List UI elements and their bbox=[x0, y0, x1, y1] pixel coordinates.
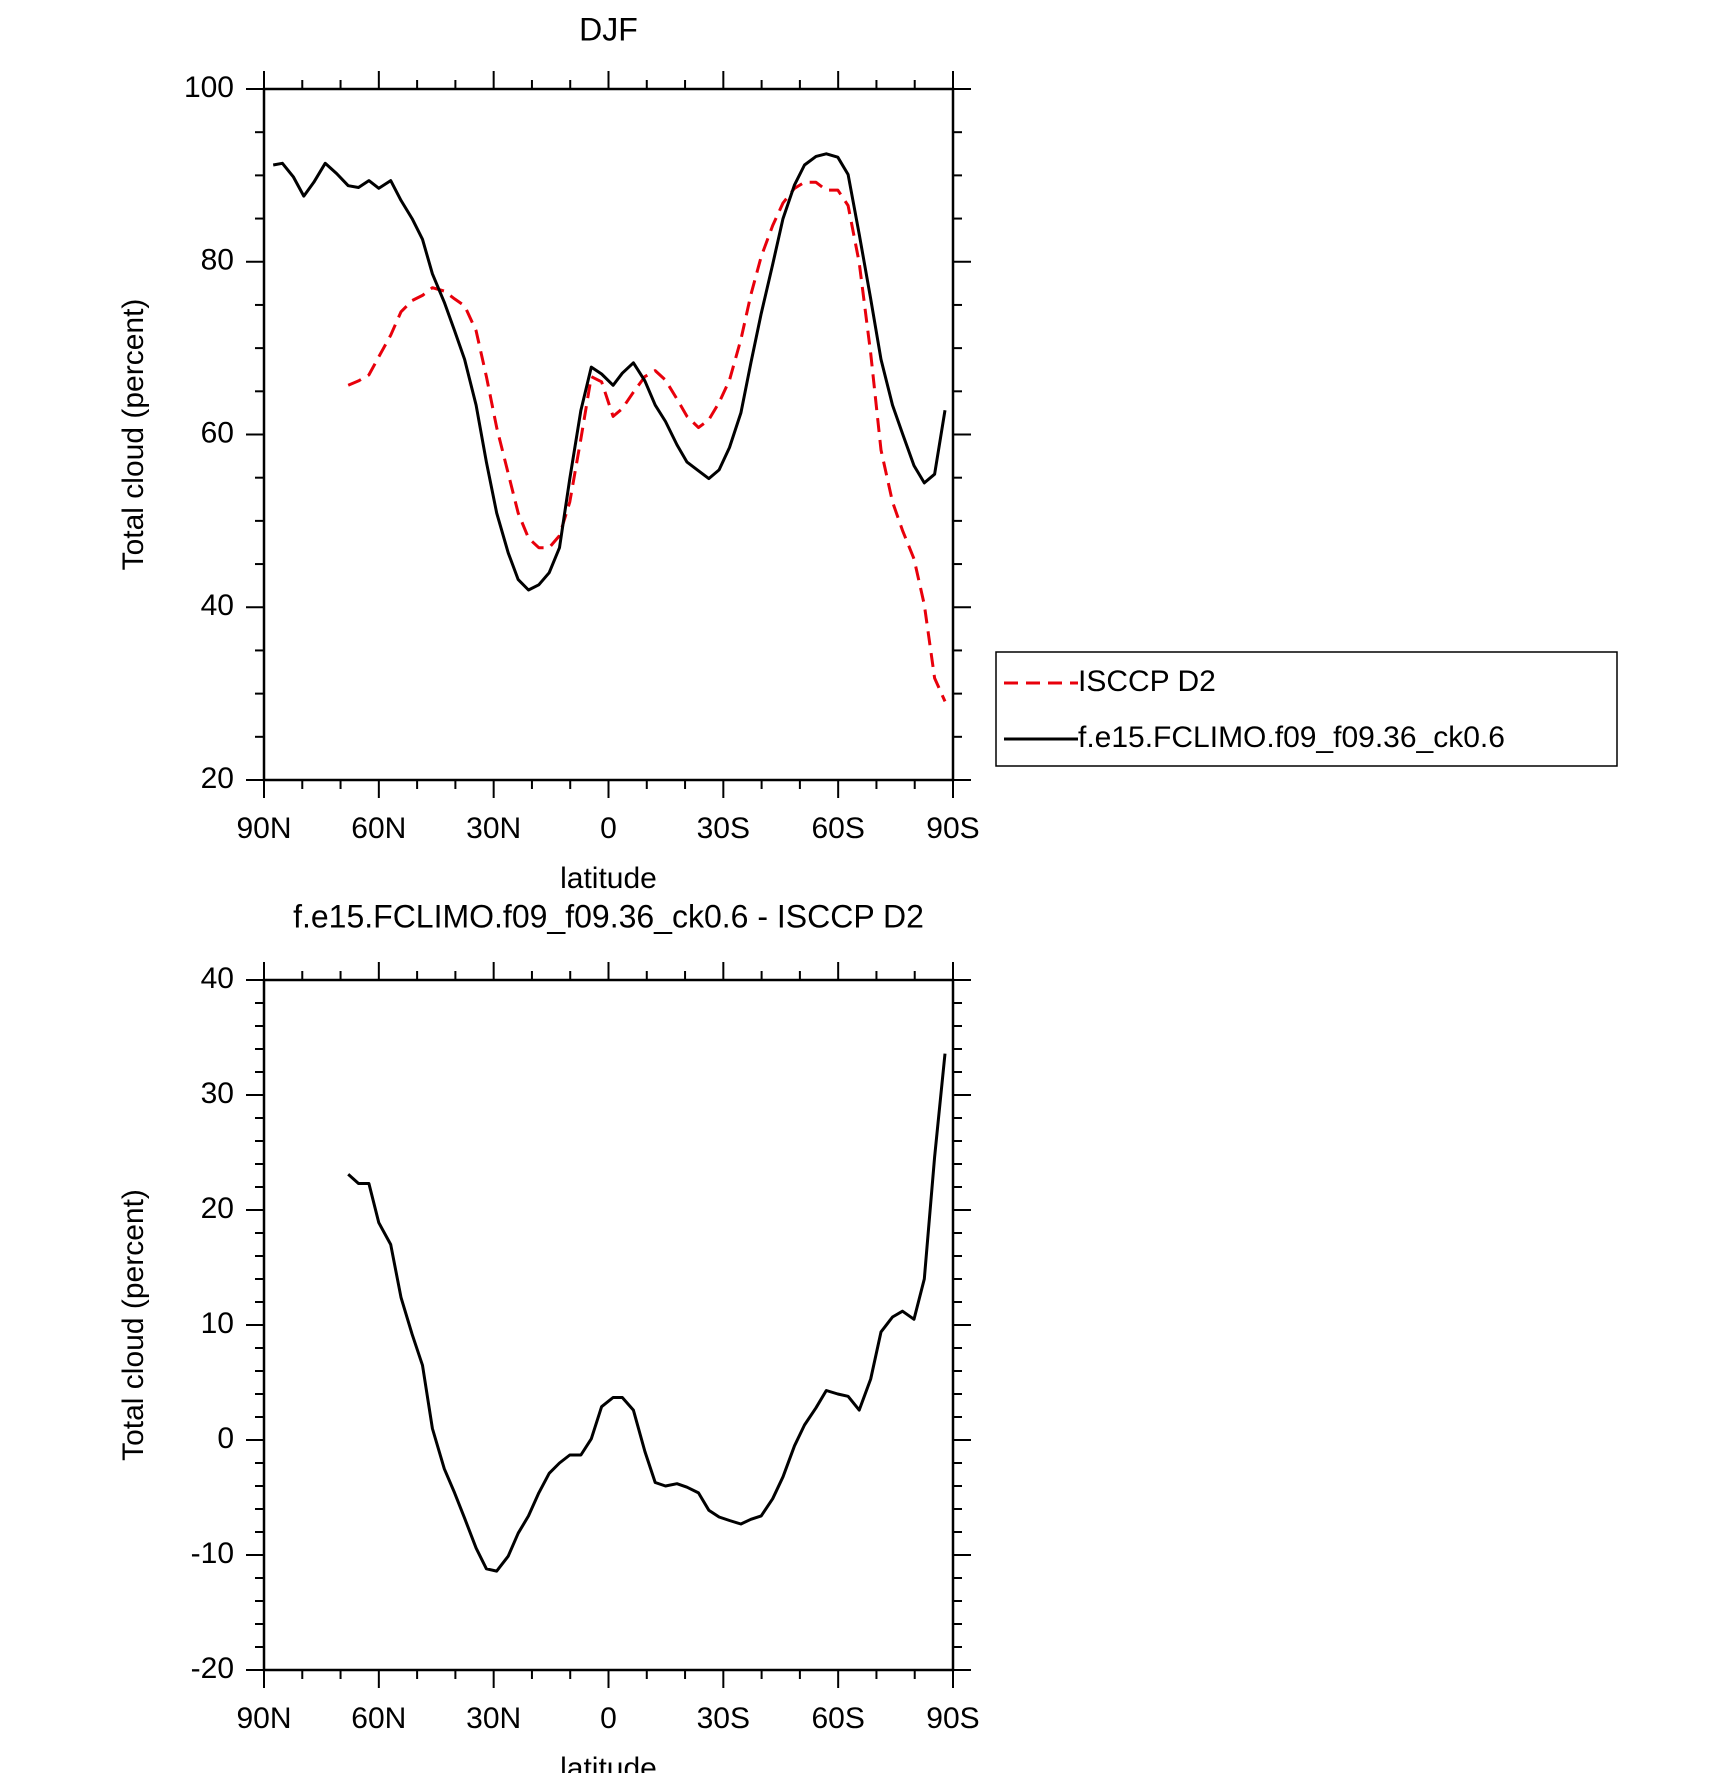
x-tick-label: 90S bbox=[926, 812, 979, 845]
y-tick-label: 100 bbox=[184, 71, 234, 104]
y-tick-label: 30 bbox=[201, 1077, 234, 1110]
x-tick-label: 60S bbox=[811, 812, 864, 845]
x-tick-label: 30N bbox=[466, 1702, 521, 1735]
y-tick-label: 10 bbox=[201, 1307, 234, 1340]
legend-label: f.e15.FCLIMO.f09_f09.36_ck0.6 bbox=[1078, 721, 1505, 754]
y-tick-label: 20 bbox=[201, 1192, 234, 1225]
x-tick-label: 30N bbox=[466, 812, 521, 845]
y-tick-label: 20 bbox=[201, 762, 234, 795]
x-tick-label: 30S bbox=[697, 1702, 750, 1735]
x-tick-label: 90N bbox=[236, 1702, 291, 1735]
y-tick-label: -20 bbox=[191, 1652, 234, 1685]
y-tick-label: -10 bbox=[191, 1537, 234, 1570]
plot-frame bbox=[262, 978, 955, 1672]
x-tick-label: 0 bbox=[600, 812, 617, 845]
x-tick-label: 0 bbox=[600, 1702, 617, 1735]
x-tick-label: 90S bbox=[926, 1702, 979, 1735]
y-axis-label: Total cloud (percent) bbox=[117, 1189, 150, 1461]
x-tick-label: 60N bbox=[351, 812, 406, 845]
y-tick-label: 0 bbox=[217, 1422, 234, 1455]
y-tick-label: 40 bbox=[201, 962, 234, 995]
data-line bbox=[272, 152, 947, 592]
y-axis-label: Total cloud (percent) bbox=[117, 299, 150, 571]
plot-frame bbox=[262, 87, 955, 782]
legend-label: ISCCP D2 bbox=[1078, 665, 1216, 698]
chart-title: DJF bbox=[579, 11, 638, 47]
x-tick-label: 90N bbox=[236, 812, 291, 845]
chart-title: f.e15.FCLIMO.f09_f09.36_ck0.6 - ISCCP D2 bbox=[293, 898, 924, 934]
x-tick-label: 60S bbox=[811, 1702, 864, 1735]
data-line bbox=[347, 1053, 947, 1573]
y-tick-label: 80 bbox=[201, 244, 234, 277]
x-tick-label: 60N bbox=[351, 1702, 406, 1735]
x-axis-label: latitude bbox=[560, 862, 657, 895]
y-tick-label: 40 bbox=[201, 589, 234, 622]
y-tick-label: 60 bbox=[201, 416, 234, 449]
data-line bbox=[347, 180, 947, 703]
legend-box bbox=[995, 651, 1618, 767]
x-tick-label: 30S bbox=[697, 812, 750, 845]
x-axis-label: latitude bbox=[560, 1752, 657, 1773]
